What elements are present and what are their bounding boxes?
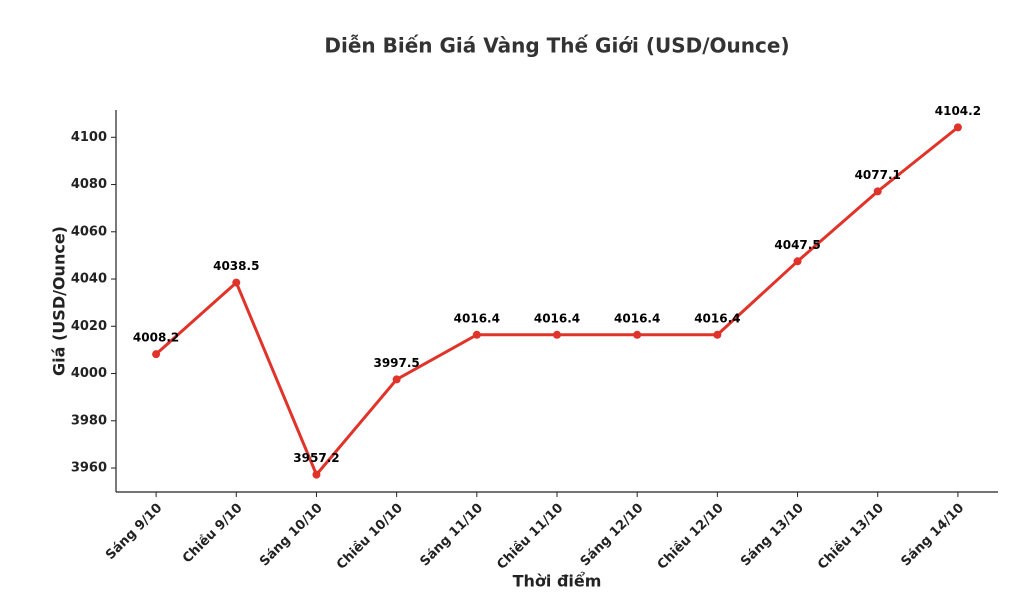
data-label: 4038.5	[213, 259, 259, 273]
y-tick-label: 3980	[71, 413, 107, 428]
data-label: 4016.4	[534, 311, 580, 325]
x-axis-label: Thời điểm	[513, 572, 602, 591]
x-tick-label: Sáng 10/10	[257, 501, 326, 570]
y-tick-label: 4020	[71, 319, 107, 334]
point	[232, 278, 241, 287]
data-label: 4008.2	[133, 331, 179, 345]
point	[553, 330, 561, 339]
point	[793, 257, 802, 266]
data-label: 4016.4	[614, 311, 660, 325]
point	[312, 470, 321, 479]
x-tick-label: Chiều 13/10	[815, 501, 887, 573]
y-tick-label: 4000	[71, 366, 107, 381]
data-label: 4016.4	[454, 311, 500, 325]
y-axis-label: Giá (USD/Ounce)	[50, 226, 69, 376]
point	[633, 330, 642, 339]
data-label: 4104.2	[935, 104, 981, 118]
x-tick-label: Chiều 9/10	[180, 501, 246, 567]
y-tick-label: 4040	[71, 272, 107, 287]
point	[472, 330, 481, 339]
x-tick-label: Sáng 12/10	[578, 501, 647, 570]
point	[152, 350, 161, 359]
data-label: 4077.1	[855, 168, 901, 182]
point	[392, 375, 401, 384]
point	[953, 123, 962, 132]
x-tick-label: Chiều 11/10	[494, 501, 566, 573]
data-label: 4016.4	[694, 311, 740, 325]
point	[873, 187, 882, 196]
chart-title: Diễn Biến Giá Vàng Thế Giới (USD/Ounce)	[324, 34, 789, 58]
data-label: 3997.5	[373, 356, 419, 370]
y-tick-label: 4080	[71, 177, 107, 192]
y-tick-label: 3960	[71, 461, 107, 476]
x-tick-label: Chiều 10/10	[334, 501, 406, 573]
data-label: 3957.2	[293, 451, 339, 465]
point	[713, 330, 722, 339]
x-tick-label: Sáng 11/10	[417, 501, 486, 570]
line	[155, 126, 959, 477]
x-tick-label: Sáng 13/10	[738, 501, 807, 570]
x-tick-label: Chiều 12/10	[655, 501, 727, 573]
y-tick-label: 4060	[71, 224, 107, 239]
x-tick-label: Sáng 9/10	[103, 501, 165, 563]
x-tick-label: Sáng 14/10	[899, 501, 968, 570]
y-tick-label: 4100	[71, 130, 107, 145]
data-label: 4047.5	[774, 238, 820, 252]
